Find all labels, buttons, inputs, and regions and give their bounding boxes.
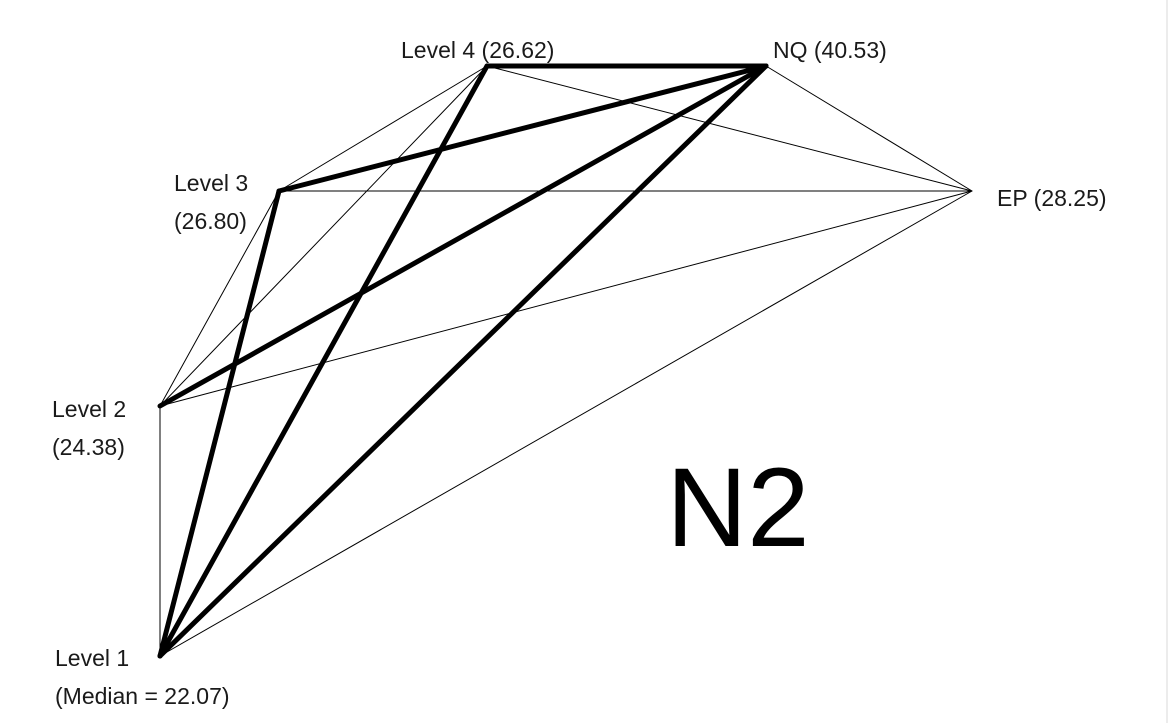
edge-level2-ep (159, 190, 973, 407)
edge-level2-nq (157, 63, 769, 409)
labels-layer: Level 1 (Median = 22.07) Level 2 (24.38) Lev… (52, 37, 1107, 709)
edge-level3-level4 (278, 65, 488, 192)
edge-level3-nq (276, 63, 769, 194)
edge-level1-level4 (157, 63, 490, 659)
edge-level2-level3 (159, 190, 280, 407)
edge-level1-level3 (157, 188, 282, 659)
edges-layer (157, 63, 973, 659)
node-label-nq: NQ (40.53) (773, 37, 887, 63)
edge-level2-level4 (159, 65, 488, 407)
edge-level1-ep (159, 190, 973, 657)
node-label-level2-line2: (24.38) (52, 434, 125, 460)
panel-title: N2 (666, 445, 809, 570)
node-label-level3-line2: (26.80) (174, 208, 247, 234)
node-label-level1: Level 1 (55, 645, 129, 671)
edge-level4-ep (486, 65, 973, 192)
node-label-ep: EP (28.25) (997, 185, 1107, 211)
node-label-level2: Level 2 (52, 396, 126, 422)
edge-nq-ep (765, 65, 973, 192)
edge-level1-nq (157, 63, 769, 659)
node-label-level3: Level 3 (174, 170, 248, 196)
node-label-level1-line2: (Median = 22.07) (55, 683, 230, 709)
node-label-level4: Level 4 (26.62) (401, 37, 554, 63)
